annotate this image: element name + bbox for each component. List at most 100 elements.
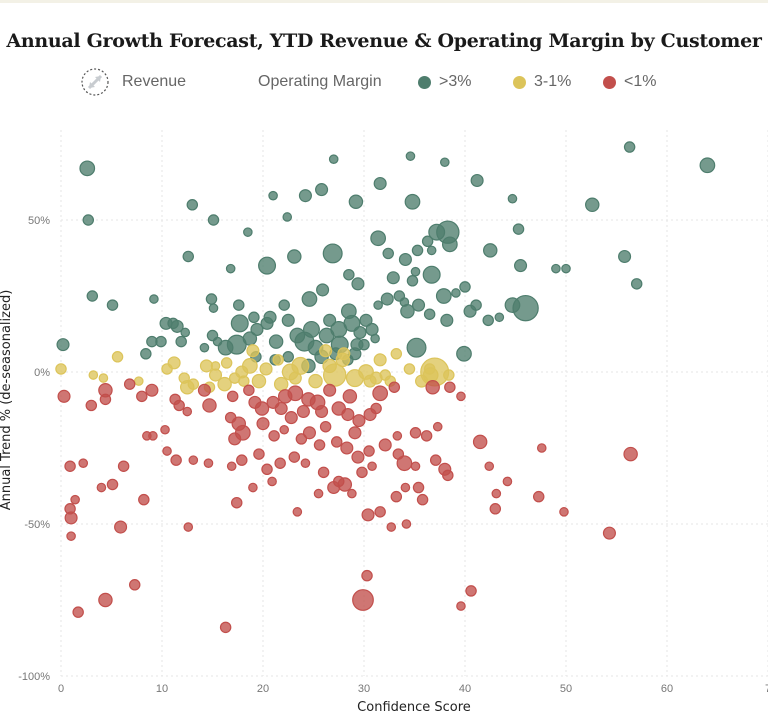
- bubble-low-margin[interactable]: [386, 522, 397, 532]
- bubble-low-margin[interactable]: [64, 503, 76, 515]
- bubble-high-margin[interactable]: [406, 275, 419, 287]
- bubble-low-margin[interactable]: [228, 432, 242, 446]
- bubble-high-margin[interactable]: [428, 223, 446, 241]
- bubble-high-margin[interactable]: [243, 227, 253, 237]
- bubble-low-margin[interactable]: [279, 424, 290, 435]
- bubble-mid-margin[interactable]: [308, 373, 323, 389]
- bubble-low-margin[interactable]: [300, 458, 311, 468]
- bubble-mid-margin[interactable]: [246, 344, 260, 358]
- bubble-mid-margin[interactable]: [220, 357, 233, 369]
- bubble-mid-margin[interactable]: [98, 373, 109, 383]
- bubble-low-margin[interactable]: [128, 579, 141, 591]
- bubble-high-margin[interactable]: [79, 160, 96, 177]
- bubble-high-margin[interactable]: [351, 277, 365, 291]
- bubble-low-margin[interactable]: [70, 494, 80, 505]
- bubble-high-margin[interactable]: [398, 252, 412, 267]
- bubble-low-margin[interactable]: [226, 461, 237, 472]
- bubble-high-margin[interactable]: [167, 317, 179, 330]
- bubble-high-margin[interactable]: [233, 299, 245, 311]
- bubble-low-margin[interactable]: [136, 390, 148, 403]
- bubble-low-margin[interactable]: [347, 488, 357, 499]
- bubble-high-margin[interactable]: [382, 247, 394, 260]
- bubble-low-margin[interactable]: [323, 383, 337, 397]
- bubble-high-margin[interactable]: [410, 266, 421, 277]
- bubble-high-margin[interactable]: [405, 151, 416, 161]
- bubble-low-margin[interactable]: [114, 520, 128, 534]
- bubble-low-margin[interactable]: [85, 399, 98, 412]
- bubble-high-margin[interactable]: [435, 288, 452, 304]
- bubble-high-margin[interactable]: [180, 327, 191, 338]
- bubble-low-margin[interactable]: [219, 621, 232, 634]
- bubble-high-margin[interactable]: [199, 342, 210, 353]
- bubble-low-margin[interactable]: [559, 507, 569, 517]
- bubble-low-margin[interactable]: [409, 427, 422, 439]
- bubble-high-margin[interactable]: [316, 283, 330, 297]
- bubble-low-margin[interactable]: [96, 482, 107, 493]
- bubble-low-margin[interactable]: [230, 496, 243, 509]
- bubble-low-margin[interactable]: [145, 383, 159, 397]
- bubble-high-margin[interactable]: [207, 214, 220, 226]
- bubble-high-margin[interactable]: [370, 230, 387, 247]
- bubble-high-margin[interactable]: [470, 173, 484, 188]
- bubble-low-margin[interactable]: [123, 378, 136, 390]
- bubble-low-margin[interactable]: [138, 493, 150, 506]
- bubble-low-margin[interactable]: [78, 458, 89, 468]
- bubble-low-margin[interactable]: [188, 455, 199, 465]
- bubble-high-margin[interactable]: [315, 183, 329, 197]
- bubble-high-margin[interactable]: [186, 199, 199, 211]
- bubble-high-margin[interactable]: [318, 327, 335, 344]
- bubble-low-margin[interactable]: [248, 482, 258, 493]
- legend-entry-high[interactable]: >3%: [418, 68, 471, 96]
- bubble-low-margin[interactable]: [372, 385, 389, 402]
- bubble-low-margin[interactable]: [162, 446, 172, 456]
- bubble-high-margin[interactable]: [149, 294, 159, 304]
- bubble-low-margin[interactable]: [425, 379, 440, 395]
- bubble-high-margin[interactable]: [358, 338, 370, 351]
- bubble-high-margin[interactable]: [441, 236, 458, 253]
- bubble-low-margin[interactable]: [536, 443, 547, 453]
- bubble-high-margin[interactable]: [423, 308, 436, 320]
- bubble-low-margin[interactable]: [248, 395, 262, 409]
- bubble-low-margin[interactable]: [390, 490, 403, 503]
- bubble-low-margin[interactable]: [226, 390, 239, 403]
- bubble-low-margin[interactable]: [236, 454, 248, 466]
- bubble-high-margin[interactable]: [140, 348, 152, 360]
- bubble-low-margin[interactable]: [623, 446, 638, 462]
- bubble-low-margin[interactable]: [602, 526, 616, 540]
- bubble-mid-margin[interactable]: [273, 376, 289, 392]
- bubble-high-margin[interactable]: [365, 322, 379, 336]
- bubble-low-margin[interactable]: [456, 391, 466, 402]
- bubble-high-margin[interactable]: [289, 327, 306, 344]
- bubble-low-margin[interactable]: [224, 411, 237, 424]
- bubble-low-margin[interactable]: [432, 421, 443, 432]
- bubble-low-margin[interactable]: [456, 601, 466, 611]
- bubble-mid-margin[interactable]: [178, 372, 190, 384]
- bubble-mid-margin[interactable]: [443, 369, 455, 381]
- bubble-high-margin[interactable]: [411, 244, 424, 257]
- bubble-low-margin[interactable]: [98, 592, 113, 608]
- bubble-low-margin[interactable]: [532, 490, 545, 503]
- bubble-low-margin[interactable]: [106, 478, 119, 491]
- bubble-mid-margin[interactable]: [251, 373, 267, 389]
- bubble-low-margin[interactable]: [361, 508, 375, 522]
- bubble-high-margin[interactable]: [386, 271, 400, 285]
- bubble-high-margin[interactable]: [348, 194, 364, 210]
- bubble-mid-margin[interactable]: [111, 351, 124, 363]
- bubble-low-margin[interactable]: [319, 420, 332, 433]
- bubble-low-margin[interactable]: [148, 431, 158, 441]
- bubble-high-margin[interactable]: [268, 334, 284, 349]
- bubble-high-margin[interactable]: [451, 288, 461, 298]
- bubble-low-margin[interactable]: [341, 408, 355, 422]
- bubble-low-margin[interactable]: [420, 430, 433, 442]
- bubble-high-margin[interactable]: [343, 268, 355, 281]
- bubble-high-margin[interactable]: [212, 336, 223, 347]
- bubble-mid-margin[interactable]: [55, 363, 67, 375]
- bubble-mid-margin[interactable]: [228, 372, 241, 384]
- bubble-high-margin[interactable]: [322, 243, 343, 264]
- bubble-high-margin[interactable]: [504, 297, 521, 313]
- bubble-high-margin[interactable]: [404, 193, 421, 210]
- bubble-high-margin[interactable]: [623, 141, 636, 153]
- bubble-high-margin[interactable]: [205, 293, 218, 305]
- bubble-low-margin[interactable]: [253, 448, 265, 460]
- bubble-low-margin[interactable]: [64, 460, 76, 472]
